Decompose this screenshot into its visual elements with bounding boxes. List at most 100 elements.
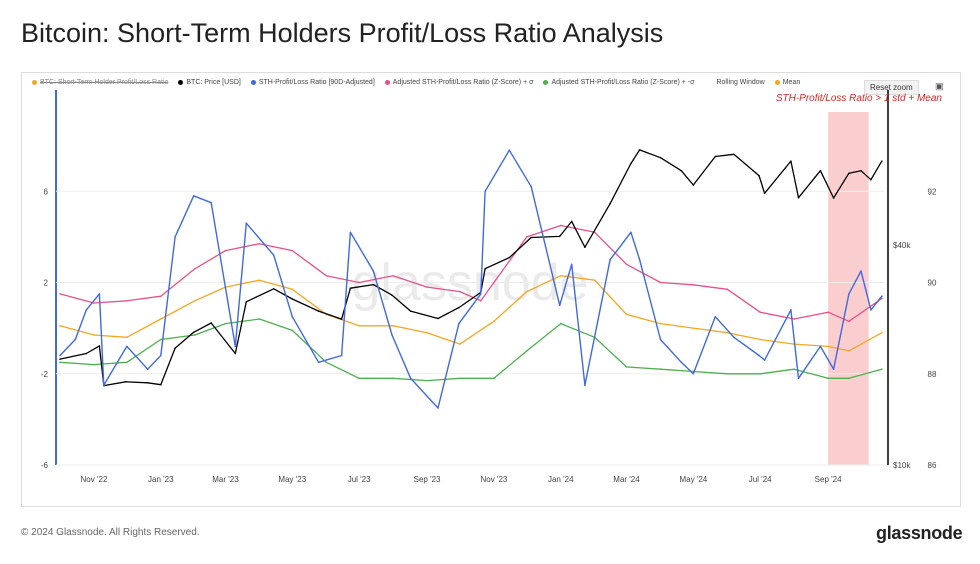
data-point [625,366,628,368]
data-point [358,377,360,380]
data-point [409,310,412,312]
x-tick-label: Nov '23 [480,475,507,484]
data-point [584,384,586,386]
data-point [832,197,835,199]
data-point [193,268,196,270]
y-left-tick-label: 6 [44,187,49,196]
legend-item-upper-band[interactable]: Adjusted STH-Profit/Loss Ratio (Z-Score)… [384,79,533,86]
data-point [98,345,101,347]
data-point [638,149,641,151]
data-point [192,195,195,197]
data-point [59,361,61,364]
data-point [609,258,611,261]
x-tick-label: Mar '23 [212,475,239,484]
data-point [93,334,95,336]
data-point [291,315,294,318]
data-point [59,354,61,357]
data-point [258,318,261,320]
data-point [525,236,528,238]
data-point [493,377,495,380]
legend-item-sth-ratio[interactable]: BTC: Short-Term Holder Profit/Loss Ratio [32,79,168,86]
data-point [584,246,586,249]
legend-item-mean[interactable]: Mean [774,79,800,86]
series-adjusted-sth-profit-loss-ratio-z-score- [59,318,883,382]
data-point [484,190,486,193]
data-point [103,384,105,386]
data-point [881,331,883,334]
data-point [860,270,862,272]
data-point [98,293,101,295]
data-point [860,169,862,172]
data-point [733,153,735,156]
data-point [210,322,213,324]
data-point [659,281,662,284]
legend-item-adjusted-ratio[interactable]: STH-Profit/Loss Ratio [90D-Adjusted] [250,79,375,86]
data-point [659,156,662,159]
data-point [790,160,792,162]
data-point [525,290,528,293]
data-point [881,297,883,300]
data-point [160,338,162,341]
data-point [758,174,760,177]
data-point [317,361,320,364]
data-point [160,383,162,386]
page-title: Bitcoin: Short-Term Holders Profit/Loss … [21,18,664,48]
data-point [391,294,393,296]
legend-item-rolling-window[interactable]: Rolling Window [716,79,764,86]
data-point [146,381,149,384]
data-point [692,283,695,286]
reset-zoom-button[interactable]: Reset zoom [864,80,919,95]
data-point [793,368,795,370]
data-point [193,299,196,302]
data-point [848,350,850,352]
data-point [272,254,275,256]
data-point [848,293,850,295]
data-point [258,242,261,245]
x-tick-label: Jan '23 [148,475,174,484]
series-btc-price-usd- [59,149,883,387]
data-point [848,377,850,380]
data-point [881,295,883,297]
legend-item-lower-band[interactable]: Adjusted STH-Profit/Loss Ratio (Z-Score)… [543,79,694,86]
data-point [692,184,695,186]
data-point [258,279,261,282]
data-point [437,407,439,409]
data-point [224,249,227,252]
data-point [508,256,511,259]
y-ratio-tick-label: 88 [928,370,937,379]
legend-swatch [178,80,184,85]
data-point [325,274,328,277]
data-point [85,352,88,355]
camera-icon[interactable]: ▣ [935,81,944,91]
x-tick-label: Mar '24 [613,475,640,484]
x-tick-label: Jul '23 [348,475,371,484]
data-point [759,372,761,375]
data-point [291,298,294,300]
data-point [234,345,237,348]
series-line [59,275,883,352]
data-point [870,309,872,311]
legend-swatch [384,80,390,85]
data-point [630,162,632,165]
data-point [160,295,162,297]
data-point [827,311,829,313]
data-point [193,334,196,336]
data-point [759,338,761,341]
x-tick-label: Sep '24 [815,475,842,484]
data-point [426,331,428,334]
data-point [797,196,800,199]
data-point [291,249,294,252]
y-left-tick-label: -2 [41,370,49,379]
legend-label: BTC: Short-Term Holder Profit/Loss Ratio [40,79,169,86]
data-point [210,201,213,204]
legend-item-price[interactable]: BTC: Price [USD] [178,79,241,86]
data-point [340,318,343,320]
data-point [763,359,766,361]
y-price-tick-label: $40k [893,241,911,250]
data-point [625,313,628,316]
data-point [224,322,227,325]
data-point [733,336,735,339]
data-point [759,311,761,313]
data-point [714,315,717,318]
